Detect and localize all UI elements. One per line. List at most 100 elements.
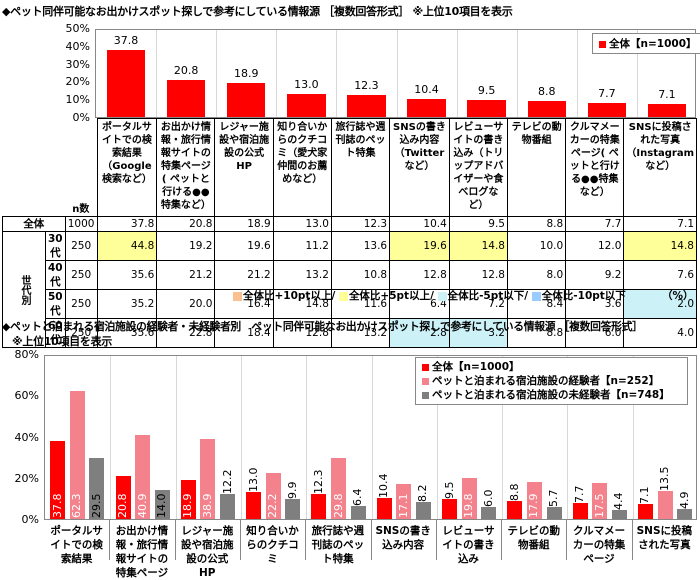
y-tick-label: 60%: [14, 389, 39, 403]
bar-value-label: 13.0: [294, 77, 319, 91]
y-tick-label: 40%: [65, 39, 90, 53]
legend-swatch-total: [599, 40, 606, 48]
cell-value: 12.0: [565, 231, 625, 261]
x-category-label: 知り合いからのクチコミ: [246, 525, 299, 565]
bar-value-label: 20.8: [173, 63, 199, 77]
bar-total: [407, 98, 446, 117]
bar-value-label: 9.9: [285, 481, 299, 499]
cell-value: 13.2: [330, 318, 391, 348]
x-separator: [501, 520, 503, 560]
row-label: 30代: [45, 231, 66, 261]
bar-value-label: 29.8: [331, 493, 345, 519]
cell-value: 19.6: [214, 231, 274, 261]
bar-total: [106, 49, 146, 117]
bar-total: [587, 103, 627, 117]
x-category-label: お出かけ情報・旅行情報サイトの特集ページ: [115, 525, 169, 579]
column-header: SNSに投稿された写真（Instagramなど）: [623, 118, 697, 217]
bar-value-label: 14.0: [155, 493, 169, 519]
n-value: 250: [64, 289, 98, 319]
bar-value-label: 12.3: [354, 79, 379, 93]
cell-value: 2.0: [623, 289, 697, 319]
table-row: 世代別 30代 250 44.8 19.2 19.6 11.2 13.6 19.6 14.8 10.…: [2, 231, 697, 348]
cell-value: 14.8: [272, 289, 332, 319]
n-value: 250: [64, 318, 98, 348]
bar-experienced: [526, 482, 542, 519]
bar-experienced: [331, 457, 347, 519]
bar-value-label: 8.2: [416, 484, 430, 503]
cell-value: 10.4: [389, 216, 450, 232]
cell-value: 12.8: [389, 260, 450, 290]
cell-value: 4.0: [623, 318, 697, 348]
row-label: 60代: [45, 318, 66, 348]
table-legend-notes: 全体比+10pt以上/ 全体比+5pt以上/ 全体比-5pt以下/ 全体比-10…: [233, 288, 626, 303]
swatch-minus10: [531, 291, 541, 301]
x-separator: [370, 520, 372, 560]
x-category-label: SNSに投稿された写真: [636, 525, 693, 551]
bar-total: [311, 493, 327, 519]
chart2-title: ◆ペットと泊まれる宿泊施設の経験者・未経験者別 ペット同伴可能なお出かけスポット…: [2, 320, 643, 333]
bar-value-label: 40.9: [135, 493, 149, 519]
swatch-plus10: [233, 291, 242, 301]
note-plus10: 全体比+10pt以上/: [243, 290, 336, 302]
cell-value: 7.1: [623, 216, 697, 232]
bar-total: [50, 441, 66, 519]
bar-value-label: 9.5: [477, 84, 496, 98]
cell-value: 35.6: [96, 260, 158, 290]
bar-experienced: [69, 390, 85, 519]
cell-value: 10.8: [330, 260, 391, 290]
bar-value-label: 6.4: [351, 488, 365, 506]
bar-value-label: 62.3: [70, 493, 84, 519]
column-header: 知り合いからのクチコミ（愛犬家仲間のお薦めなど）: [272, 118, 332, 217]
y-tick-label: 40%: [14, 430, 39, 444]
y-tick-label: 0%: [21, 513, 39, 526]
bar-total: [246, 492, 262, 519]
grid-line: [306, 356, 308, 519]
x-category-label: SNSの書き込み内容: [375, 525, 431, 551]
y-tick-label: 50%: [65, 22, 90, 35]
grid-line: [632, 356, 634, 519]
bar-inexperienced: [611, 509, 627, 519]
cell-value: 18.9: [214, 216, 274, 232]
legend-swatch-inexperienced: [422, 391, 429, 399]
chart2-plot-area: 37.8 20.8 18.9 13.0 12.3 10.4 9.5 8.8 7.7 7.1 62.3…: [44, 355, 697, 520]
x-separator: [239, 520, 241, 560]
grid-line: [156, 30, 158, 117]
bar-value-label: 37.8: [50, 493, 64, 519]
cell-value: 16.4: [214, 289, 274, 319]
bar-total: [166, 79, 206, 117]
bar-value-label: 29.5: [89, 493, 103, 519]
grid-line: [576, 30, 578, 117]
cell-value: 37.8: [96, 216, 158, 232]
x-separator: [109, 520, 111, 560]
bar-value-label: 10.4: [414, 82, 439, 96]
bar-value-label: 18.9: [181, 493, 195, 519]
row-label: 全体: [2, 216, 66, 232]
table-row: 40代 250 35.6 21.2 21.2 13.2 10.8 12.8 12.8 8.0 9.2…: [3, 260, 697, 290]
bar-experienced: [200, 438, 216, 519]
cell-value: 19.2: [156, 231, 216, 261]
y-tick-label: 30%: [65, 57, 90, 71]
chart1-plot-area: 37.8 20.8 18.9 13.0 12.3 10.4 9.5 8.8 7.7 7.1: [95, 29, 696, 118]
cell-value: 19.6: [389, 231, 450, 261]
note-minus10: 全体比-10pt以下: [541, 290, 626, 302]
cell-value: 18.4: [214, 318, 274, 348]
bar-total: [347, 95, 386, 117]
column-header: レビューサイトの書き込み（トリップアドバイザーや食べログなど）: [448, 118, 508, 217]
bar-total: [180, 480, 196, 519]
bar-total: [527, 101, 566, 117]
bar-value-label: 6.0: [481, 489, 495, 507]
legend-label-total: 全体【n=1000】: [609, 38, 697, 50]
bar-value-label: 13.0: [246, 467, 260, 493]
grid-line: [240, 356, 242, 519]
cell-value: 13.6: [330, 231, 391, 261]
grid-line: [110, 356, 112, 519]
bar-value-label: 13.5: [658, 466, 672, 492]
x-category-label: テレビの動物番組: [507, 525, 560, 551]
bar-total: [467, 100, 506, 117]
bar-inexperienced: [415, 502, 431, 519]
bar-value-label: 22.2: [266, 493, 280, 519]
cell-value: 11.2: [272, 231, 332, 261]
legend-label-experienced: ペットと泊まれる宿泊施設の経験者【n=252】: [432, 375, 660, 387]
x-separator: [435, 520, 437, 560]
bar-experienced: [461, 478, 477, 519]
